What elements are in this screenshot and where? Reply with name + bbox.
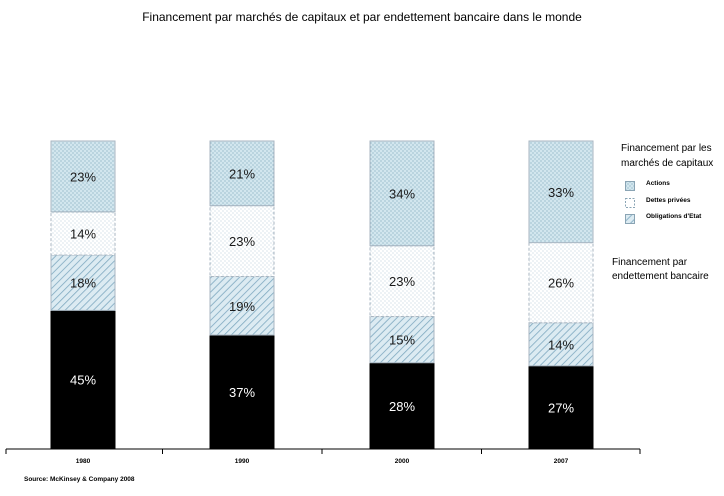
bank-financing-label: Financement par endettement bancaire (612, 257, 709, 282)
data-label-actions-2000: 34% (389, 186, 415, 201)
bar-segment-bancaire-2000 (369, 362, 435, 450)
data-label-bancaire-2007: 27% (548, 400, 574, 415)
data-label-obligations-d-etat-1980: 18% (70, 276, 96, 291)
data-label-dettes-privees-1980: 14% (70, 226, 96, 241)
legend-label-dettes-privees: Dettes privées (646, 197, 691, 204)
data-label-bancaire-1990: 37% (229, 385, 255, 400)
legend-swatch-actions (625, 178, 635, 191)
bar-segment-obligations-d-etat-1990 (209, 276, 275, 336)
bar-segment-obligations-d-etat-2000 (369, 316, 435, 364)
bar-segment-bancaire-1980 (50, 309, 116, 450)
bar-segment-actions-2000 (369, 140, 435, 247)
data-label-obligations-d-etat-1990: 19% (229, 299, 255, 314)
x-tick-label-2000: 2000 (395, 458, 410, 465)
x-tick-label-1990: 1990 (235, 458, 250, 465)
data-label-actions-1980: 23% (70, 169, 96, 184)
legend-label-obligations: Obligations d'Etat (646, 213, 702, 220)
bar-segment-dettes-privees-1980 (50, 211, 116, 256)
data-label-dettes-privees-2007: 26% (548, 276, 574, 291)
bar-segment-actions-1990 (209, 140, 275, 207)
bar-segment-dettes-privees-2000 (369, 245, 435, 318)
data-label-bancaire-1980: 45% (70, 373, 96, 388)
data-label-actions-2007: 33% (548, 185, 574, 200)
data-label-obligations-d-etat-2000: 15% (389, 333, 415, 348)
chart-title: Financement par marchés de capitaux et p… (142, 10, 582, 24)
legend-group-title: Financement par les marchés de capitaux (621, 143, 714, 169)
bar-segment-actions-1980 (50, 140, 116, 213)
data-label-dettes-privees-2000: 23% (389, 274, 415, 289)
bar-segment-dettes-privees-2007 (528, 242, 594, 324)
data-label-actions-1990: 21% (229, 166, 255, 181)
legend-swatch-obligations (625, 211, 635, 224)
data-label-obligations-d-etat-2007: 14% (548, 337, 574, 352)
legend-swatch-dettes-privees (625, 195, 635, 208)
bar-segment-obligations-d-etat-1980 (50, 254, 116, 311)
data-label-bancaire-2000: 28% (389, 399, 415, 414)
legend-label-actions: Actions (646, 180, 670, 187)
x-tick-label-2007: 2007 (554, 458, 569, 465)
x-tick-label-1980: 1980 (76, 458, 91, 465)
bar-segment-actions-2007 (528, 140, 594, 244)
data-label-dettes-privees-1990: 23% (229, 234, 255, 249)
source-note: Source: McKinsey & Company 2008 (24, 476, 135, 483)
